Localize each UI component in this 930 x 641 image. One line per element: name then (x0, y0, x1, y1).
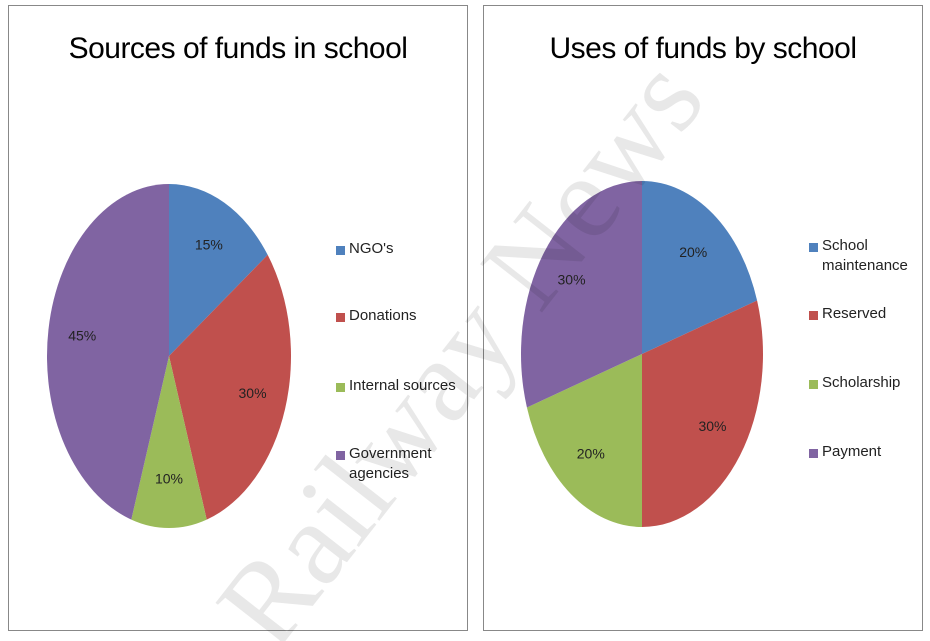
legend-label: School maintenance (822, 237, 908, 274)
pie-chart: 20% 30% 20% 30% (521, 181, 763, 527)
legend-swatch (809, 449, 818, 458)
legend-swatch (336, 451, 345, 460)
value-label: 20% (679, 244, 707, 260)
legend-label: Reserved (822, 305, 887, 322)
chart-title: Sources of funds in school (68, 32, 408, 65)
chart-title: Uses of funds by school (549, 32, 857, 65)
legend-swatch (809, 311, 818, 320)
pie-slice (47, 184, 170, 520)
legend-label: Payment (822, 443, 882, 460)
pie-slice (642, 300, 763, 527)
legend-swatch (336, 383, 345, 392)
chart-panel: 15% 30% 10% 45% NGO's Donations Internal sourc… (8, 5, 468, 631)
legend-swatch (336, 246, 345, 255)
value-label: 30% (698, 418, 726, 434)
chart-panel: 20% 30% 20% 30% School maintenance Reserved Sc… (483, 5, 923, 631)
legend-label: Internal sources (349, 377, 456, 394)
pie-slice (169, 184, 268, 356)
pie-slice (526, 354, 642, 527)
legend-swatch (809, 243, 818, 252)
legend-label: Government agencies (349, 445, 432, 482)
pie-slice (169, 254, 291, 520)
value-label: 45% (68, 327, 96, 343)
value-label: 15% (195, 236, 223, 252)
legend-label: NGO's (349, 240, 394, 257)
legend-swatch (809, 380, 818, 389)
legend-label: Scholarship (822, 374, 901, 391)
value-label: 10% (155, 471, 183, 487)
pie-slice (131, 356, 207, 528)
legend-swatch (336, 313, 345, 322)
value-label: 30% (558, 271, 586, 287)
legend-label: Donations (349, 307, 417, 324)
pie-slice (642, 181, 758, 354)
pie-slice (521, 181, 642, 408)
pie-chart: 15% 30% 10% 45% (47, 184, 291, 528)
value-label: 20% (577, 445, 605, 461)
value-label: 30% (239, 385, 267, 401)
